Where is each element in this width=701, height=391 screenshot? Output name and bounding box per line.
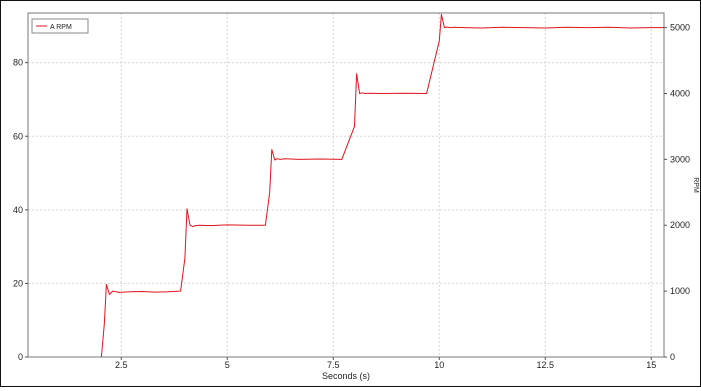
legend-box	[31, 18, 89, 34]
y-right-tick-label: 0	[670, 352, 675, 362]
x-tick-label: 12.5	[537, 360, 555, 370]
plot-area-border	[27, 12, 665, 358]
series-layer	[100, 13, 664, 358]
x-tick-label: 2.5	[115, 360, 128, 370]
y-left-tick-label: 20	[13, 278, 23, 288]
x-axis-label: Seconds (s)	[322, 371, 370, 381]
y-left-tick-label: 40	[13, 205, 23, 215]
y-right-tick-label: 1000	[670, 286, 690, 296]
y-left-tick-label: 60	[13, 131, 23, 141]
y-left-tick-label: 80	[13, 58, 23, 68]
legend[interactable]: A RPM	[31, 18, 89, 34]
y-left-tick-label: 0	[18, 352, 23, 362]
x-tick-label: 5	[225, 360, 230, 370]
legend-label-a-rpm: A RPM	[50, 24, 72, 31]
x-tick-label: 15	[646, 360, 656, 370]
axis-ticks: 2.5 5 7.5 10 12.5 15 0 20 40 60 80 0 1000 2000 3000 400…	[13, 23, 690, 370]
x-tick-label: 10	[434, 360, 444, 370]
right-y-axis-label: RPM	[692, 177, 699, 193]
y-right-tick-label: 3000	[670, 154, 690, 164]
series-line-0	[100, 13, 664, 358]
x-tick-label: 7.5	[327, 360, 340, 370]
y-right-tick-label: 4000	[670, 88, 690, 98]
grid-lines	[28, 13, 664, 357]
y-right-tick-label: 2000	[670, 220, 690, 230]
y-right-tick-label: 5000	[670, 23, 690, 33]
